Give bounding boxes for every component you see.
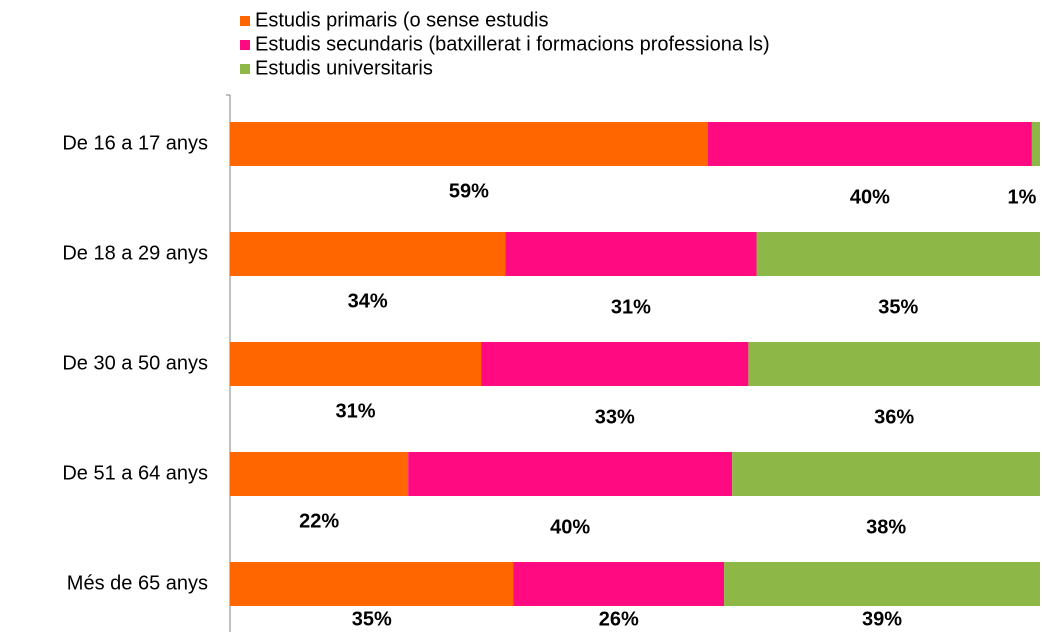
bar-segment — [230, 452, 409, 496]
category-label: Més de 65 anys — [67, 572, 208, 594]
bar-segment — [732, 452, 1040, 496]
category-label: De 16 a 17 anys — [62, 132, 208, 154]
category-label: De 30 a 50 anys — [62, 352, 208, 374]
value-label: 35% — [878, 296, 918, 318]
bar-segment — [1031, 122, 1040, 166]
value-label: 40% — [850, 186, 890, 208]
legend-swatch — [240, 16, 250, 26]
value-label: 38% — [866, 516, 906, 538]
bar-segment — [748, 342, 1040, 386]
value-label: 31% — [336, 400, 376, 422]
value-label: 31% — [611, 296, 651, 318]
legend-swatch — [240, 40, 250, 50]
value-label: 36% — [874, 406, 914, 428]
bar-segment — [230, 232, 506, 276]
category-label: De 18 a 29 anys — [62, 242, 208, 264]
value-label: 22% — [299, 510, 339, 532]
bar-segment — [230, 122, 708, 166]
value-label: 1% — [1008, 186, 1037, 208]
value-label: 33% — [595, 406, 635, 428]
legend-label: Estudis universitaris — [255, 57, 433, 79]
legend-swatch — [240, 64, 250, 74]
bar-segment — [513, 562, 725, 606]
bar-segment — [408, 452, 733, 496]
bar-segment — [481, 342, 749, 386]
bar-segment — [756, 232, 1040, 276]
value-label: 26% — [599, 608, 639, 630]
value-label: 39% — [862, 608, 902, 630]
value-label: 40% — [550, 516, 590, 538]
bar-segment — [230, 342, 482, 386]
bar-segment — [707, 122, 1032, 166]
value-label: 35% — [352, 608, 392, 630]
category-label: De 51 a 64 anys — [62, 462, 208, 484]
bar-segment — [230, 562, 514, 606]
bar-segment — [505, 232, 757, 276]
legend-label: Estudis secundaris (batxillerat i formac… — [255, 33, 770, 55]
legend-label: Estudis primaris (o sense estudis — [255, 9, 548, 31]
value-label: 34% — [348, 290, 388, 312]
bar-segment — [724, 562, 1040, 606]
value-label: 59% — [449, 180, 489, 202]
